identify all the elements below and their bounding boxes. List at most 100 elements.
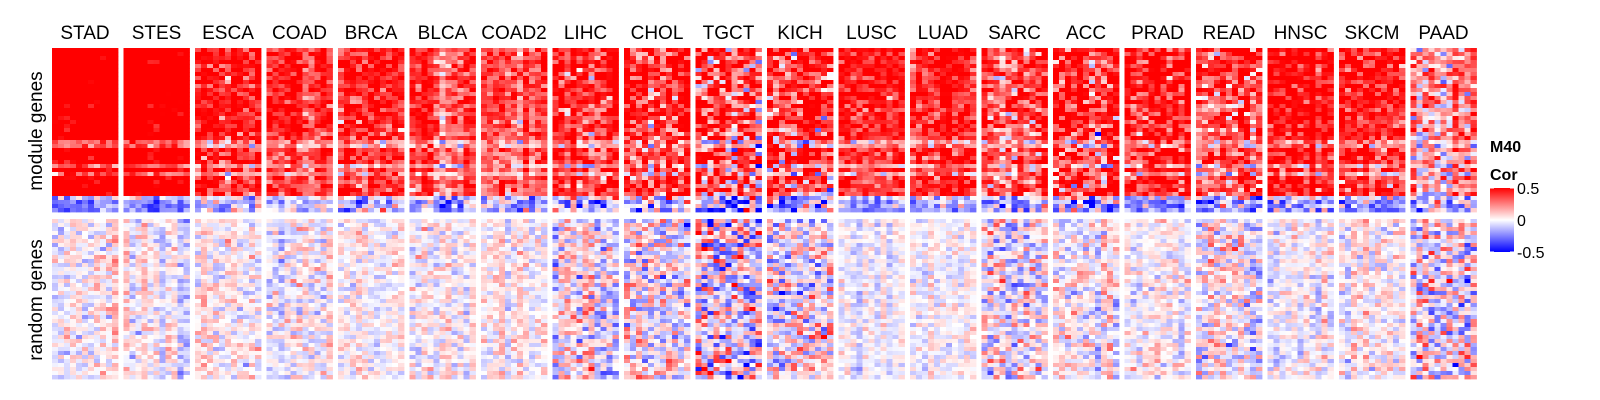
heatmap-cell xyxy=(374,219,381,224)
heatmap-cell xyxy=(94,56,101,61)
heatmap-cell xyxy=(213,108,220,113)
heatmap-cell xyxy=(100,347,107,352)
heatmap-cell xyxy=(76,144,83,149)
heatmap-cell xyxy=(171,184,178,189)
heatmap-cell xyxy=(302,347,309,352)
heatmap-cell xyxy=(58,231,65,236)
heatmap-cell xyxy=(314,231,321,236)
heatmap-cell xyxy=(308,311,315,316)
heatmap-cell xyxy=(350,108,357,113)
heatmap-cell xyxy=(445,227,452,232)
heatmap-cell xyxy=(380,84,387,89)
heatmap-cell xyxy=(243,48,250,53)
heatmap-cell xyxy=(249,355,256,360)
heatmap-cell xyxy=(94,255,101,260)
heatmap-cell xyxy=(201,180,208,185)
heatmap-cell xyxy=(326,359,333,364)
heatmap-cell xyxy=(237,231,244,236)
heatmap-cell xyxy=(165,196,172,201)
heatmap-cell xyxy=(153,96,160,101)
heatmap-cell xyxy=(368,60,375,65)
heatmap-cell xyxy=(362,112,369,117)
heatmap-cell xyxy=(177,299,184,304)
heatmap-cell xyxy=(255,140,262,145)
heatmap-cell xyxy=(64,323,71,328)
heatmap-cell xyxy=(409,172,416,177)
heatmap-cell xyxy=(415,184,422,189)
heatmap-cell xyxy=(106,116,113,121)
heatmap-cell xyxy=(344,152,351,157)
heatmap-cell xyxy=(314,156,321,161)
heatmap-cell xyxy=(386,172,393,177)
heatmap-cell xyxy=(439,188,446,193)
heatmap-cell xyxy=(296,104,303,109)
heatmap-cell xyxy=(308,148,315,153)
heatmap-cell xyxy=(427,219,434,224)
heatmap-cell xyxy=(153,239,160,244)
heatmap-cell xyxy=(356,359,363,364)
heatmap-cell xyxy=(177,124,184,129)
heatmap-cell xyxy=(338,263,345,268)
heatmap-cell xyxy=(469,104,476,109)
heatmap-cell xyxy=(344,140,351,145)
heatmap-cell xyxy=(320,255,327,260)
heatmap-cell xyxy=(409,184,416,189)
heatmap-cell xyxy=(392,227,399,232)
heatmap-cell xyxy=(64,108,71,113)
heatmap-cell xyxy=(266,80,273,85)
heatmap-cell xyxy=(255,295,262,300)
heatmap-cell xyxy=(201,247,208,252)
heatmap-cell xyxy=(76,60,83,65)
heatmap-cell xyxy=(195,287,202,292)
heatmap-cell xyxy=(362,279,369,284)
heatmap-cell xyxy=(451,192,458,197)
heatmap-cell xyxy=(272,204,279,209)
heatmap-cell xyxy=(439,196,446,201)
heatmap-cell xyxy=(427,243,434,248)
heatmap-cell xyxy=(308,128,315,133)
heatmap-cell xyxy=(243,108,250,113)
heatmap-cell xyxy=(344,76,351,81)
heatmap-cell xyxy=(374,100,381,105)
heatmap-cell xyxy=(314,152,321,157)
heatmap-cell xyxy=(374,128,381,133)
heatmap-cell xyxy=(183,60,190,65)
heatmap-cell xyxy=(141,172,148,177)
heatmap-cell xyxy=(141,371,148,376)
heatmap-cell xyxy=(231,275,238,280)
heatmap-cell xyxy=(296,339,303,344)
heatmap-cell xyxy=(141,331,148,336)
heatmap-cell xyxy=(219,68,226,73)
heatmap-cell xyxy=(398,52,405,57)
heatmap-cell xyxy=(123,319,130,324)
heatmap-cell xyxy=(356,52,363,57)
heatmap-cell xyxy=(219,255,226,260)
heatmap-cell xyxy=(415,48,422,53)
heatmap-cell xyxy=(64,255,71,260)
heatmap-cell xyxy=(392,299,399,304)
heatmap-cell xyxy=(266,291,273,296)
heatmap-cell xyxy=(64,72,71,77)
heatmap-cell xyxy=(123,363,130,368)
heatmap-cell xyxy=(338,56,345,61)
heatmap-cell xyxy=(243,295,250,300)
heatmap-cell xyxy=(302,112,309,117)
heatmap-cell xyxy=(135,148,142,153)
heatmap-cell xyxy=(368,291,375,296)
heatmap-cell xyxy=(356,104,363,109)
heatmap-cell xyxy=(296,259,303,264)
heatmap-cell xyxy=(82,152,89,157)
heatmap-cell xyxy=(320,251,327,256)
heatmap-cell xyxy=(249,84,256,89)
heatmap-cell xyxy=(171,180,178,185)
heatmap-cell xyxy=(308,164,315,169)
heatmap-cell xyxy=(392,311,399,316)
heatmap-cell xyxy=(70,72,77,77)
heatmap-cell xyxy=(302,327,309,332)
heatmap-cell xyxy=(296,243,303,248)
heatmap-cell xyxy=(368,267,375,272)
heatmap-cell xyxy=(195,172,202,177)
heatmap-cell xyxy=(398,196,405,201)
heatmap-cell xyxy=(284,100,291,105)
heatmap-cell xyxy=(344,223,351,228)
